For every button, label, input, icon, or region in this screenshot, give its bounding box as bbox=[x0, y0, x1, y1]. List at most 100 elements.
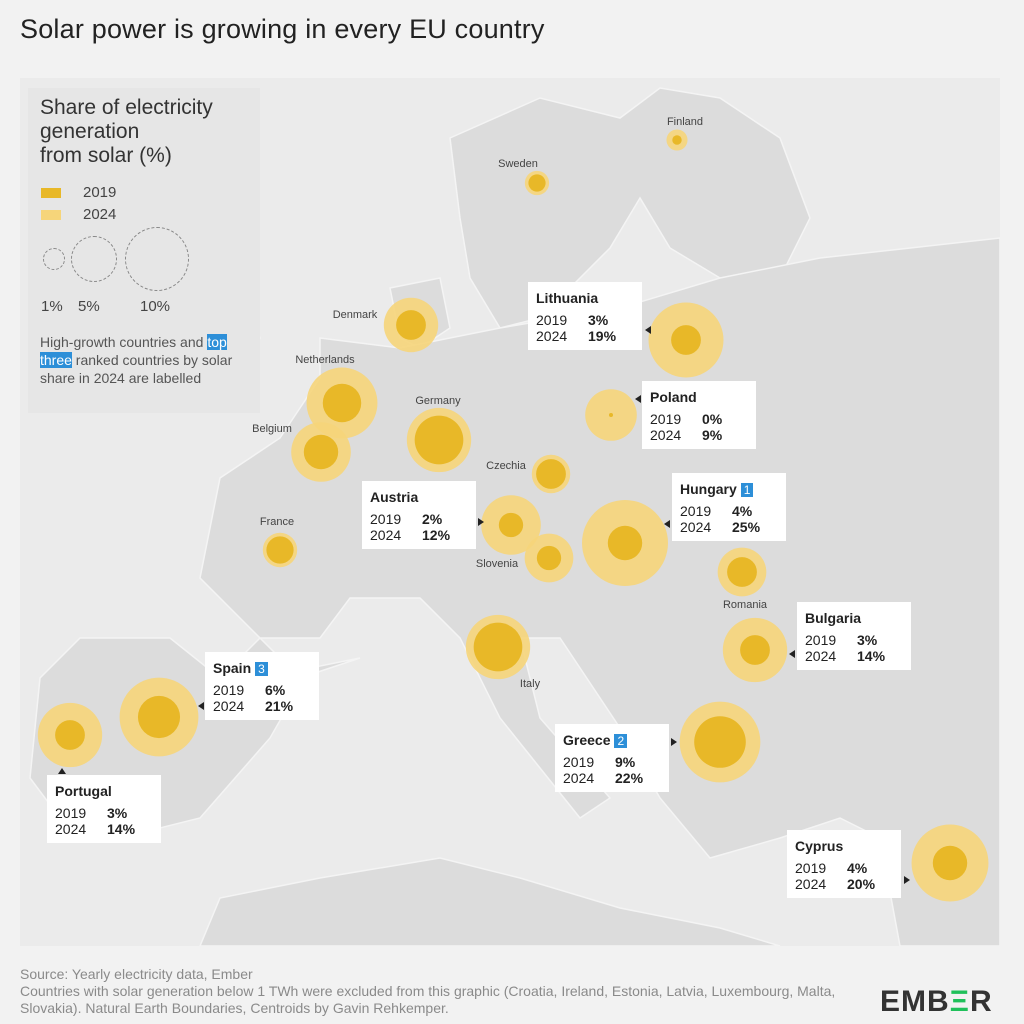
country-name: Lithuania bbox=[536, 290, 599, 306]
callout-title: Greece 2 bbox=[563, 732, 628, 748]
country-name: Austria bbox=[370, 489, 419, 505]
legend-2024-label: 2024 bbox=[83, 206, 117, 223]
pointer-arrow bbox=[58, 768, 66, 774]
year-label: 2024 bbox=[680, 519, 712, 535]
year-label: 2019 bbox=[55, 805, 87, 821]
country-name: Cyprus bbox=[795, 838, 844, 854]
value-2024: 9% bbox=[702, 427, 723, 443]
size-circle-5pct bbox=[71, 236, 117, 282]
country-name: Poland bbox=[650, 389, 697, 405]
country-label-france: France bbox=[259, 516, 295, 528]
bubble-czechia-2019 bbox=[536, 459, 566, 489]
bubble-belgium-2019 bbox=[303, 434, 339, 470]
legend-2019-label: 2019 bbox=[83, 184, 117, 201]
bubble-denmark-2019 bbox=[396, 310, 426, 340]
value-2024: 14% bbox=[107, 821, 136, 837]
callout-spain: Spain 3 2019 6% 2024 21% bbox=[205, 652, 319, 720]
swatch-2019 bbox=[41, 188, 61, 198]
callout-title: Spain 3 bbox=[213, 660, 268, 676]
value-2024: 14% bbox=[857, 648, 886, 664]
callout-title: Austria bbox=[370, 489, 418, 505]
bubble-hungary-2019 bbox=[607, 525, 643, 561]
legend-title-line: generation bbox=[40, 120, 140, 143]
year-label: 2019 bbox=[370, 511, 402, 527]
logo-text: R bbox=[969, 985, 993, 1018]
note-text: ranked countries by solar share in 2024 … bbox=[40, 352, 233, 386]
country-label-sweden: Sweden bbox=[498, 158, 538, 170]
bubble-greece-2019 bbox=[694, 716, 746, 768]
callout-title: Cyprus bbox=[795, 838, 843, 854]
bubble-netherlands-2019 bbox=[322, 383, 362, 423]
size-label: 5% bbox=[78, 298, 100, 315]
bubble-slovenia-2019 bbox=[536, 545, 562, 571]
country-label-czechia: Czechia bbox=[486, 460, 526, 472]
size-circle-10pct bbox=[125, 227, 189, 291]
callout-bulgaria: Bulgaria 2019 3% 2024 14% bbox=[797, 602, 911, 670]
footer: Source: Yearly electricity data, Ember C… bbox=[20, 966, 850, 1017]
country-name: Portugal bbox=[55, 783, 112, 799]
country-label-slovenia: Slovenia bbox=[475, 558, 519, 570]
country-name: Hungary bbox=[680, 481, 737, 497]
year-label: 2019 bbox=[213, 682, 245, 698]
year-label: 2019 bbox=[680, 503, 712, 519]
country-label-italy: Italy bbox=[519, 678, 541, 690]
value-2024: 21% bbox=[265, 698, 294, 714]
callout-title: Bulgaria bbox=[805, 610, 861, 626]
rank-badge: 3 bbox=[255, 662, 268, 676]
legend-title-line: from solar (%) bbox=[40, 144, 172, 167]
year-label: 2019 bbox=[795, 860, 827, 876]
callout-cyprus: Cyprus 2019 4% 2024 20% bbox=[787, 830, 901, 898]
value-2019: 6% bbox=[265, 682, 286, 698]
pointer-arrow bbox=[198, 702, 204, 710]
pointer-arrow bbox=[635, 395, 641, 403]
country-name: Greece bbox=[563, 732, 611, 748]
bubble-sweden-2019 bbox=[528, 174, 546, 192]
bubble-spain-2019 bbox=[137, 695, 181, 739]
legend-title: Share of electricity generation from sol… bbox=[40, 96, 213, 168]
rank-badge: 2 bbox=[614, 734, 628, 748]
rank-badge: 1 bbox=[740, 483, 754, 497]
footer-note: Countries with solar generation below 1 … bbox=[20, 983, 836, 1016]
legend-note: High-growth countries and top three rank… bbox=[40, 333, 255, 387]
size-circle-1pct bbox=[43, 248, 65, 270]
value-2019: 3% bbox=[857, 632, 878, 648]
callout-lithuania: Lithuania 2019 3% 2024 19% bbox=[528, 282, 642, 350]
logo-text: EMB bbox=[880, 985, 950, 1018]
pointer-arrow bbox=[789, 650, 795, 658]
pointer-arrow bbox=[671, 738, 677, 746]
country-name: Bulgaria bbox=[805, 610, 862, 626]
source-text: Source: Yearly electricity data, Ember bbox=[20, 966, 253, 982]
bubble-poland-2019 bbox=[609, 413, 613, 417]
year-label: 2019 bbox=[536, 312, 568, 328]
callout-hungary: Hungary 1 2019 4% 2024 25% bbox=[672, 473, 786, 541]
size-label: 10% bbox=[140, 298, 171, 315]
bubble-cyprus-2019 bbox=[932, 845, 968, 881]
value-2019: 0% bbox=[702, 411, 723, 427]
callout-title: Portugal bbox=[55, 783, 112, 799]
pointer-arrow bbox=[478, 518, 484, 526]
ember-logo: EMBΞR bbox=[880, 985, 993, 1019]
year-label: 2024 bbox=[370, 527, 402, 543]
callout-title: Hungary 1 bbox=[680, 481, 754, 497]
country-label-finland: Finland bbox=[666, 116, 704, 128]
callout-title: Lithuania bbox=[536, 290, 598, 306]
pointer-arrow bbox=[645, 326, 651, 334]
country-label-romania: Romania bbox=[722, 599, 768, 611]
value-2019: 3% bbox=[588, 312, 609, 328]
year-label: 2024 bbox=[805, 648, 837, 664]
value-2019: 3% bbox=[107, 805, 128, 821]
value-2024: 12% bbox=[422, 527, 451, 543]
pointer-arrow bbox=[904, 876, 910, 884]
year-label: 2024 bbox=[563, 770, 595, 786]
legend-title-line: Share of electricity bbox=[40, 96, 213, 119]
value-2024: 25% bbox=[732, 519, 761, 535]
bubble-france-2019 bbox=[266, 536, 294, 564]
bubble-germany-2019 bbox=[414, 415, 464, 465]
year-label: 2024 bbox=[650, 427, 682, 443]
bubble-italy-2019 bbox=[473, 622, 523, 672]
note-text: High-growth countries and bbox=[40, 334, 204, 350]
value-2024: 19% bbox=[588, 328, 617, 344]
callout-portugal: Portugal 2019 3% 2024 14% bbox=[47, 775, 161, 843]
bubble-romania-2019 bbox=[727, 557, 757, 587]
legend-panel: Share of electricity generation from sol… bbox=[28, 88, 260, 413]
